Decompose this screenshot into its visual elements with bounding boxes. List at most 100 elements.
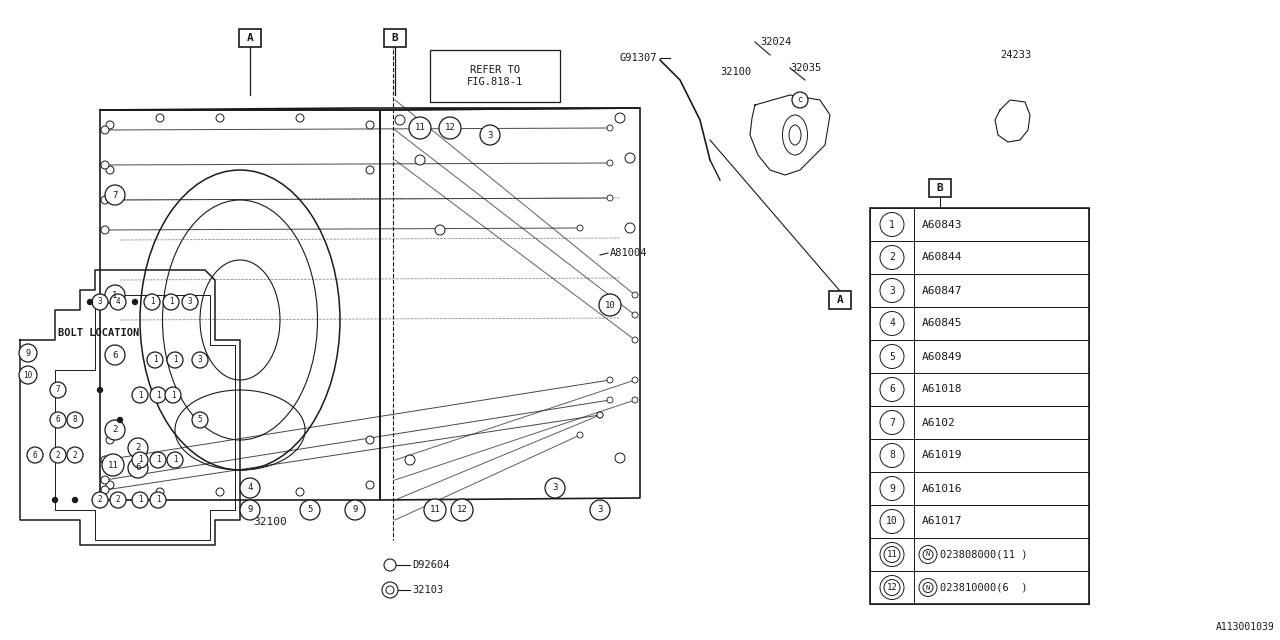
Text: A61016: A61016 [922,483,963,493]
Text: 2: 2 [73,451,77,460]
Text: 3: 3 [97,298,102,307]
Bar [870,241,1089,274]
Circle shape [101,476,109,484]
Circle shape [105,185,125,205]
Text: 1: 1 [173,355,178,365]
Circle shape [296,488,305,496]
Text: 32103: 32103 [412,585,443,595]
Circle shape [387,586,394,594]
Text: 6: 6 [890,385,895,394]
Circle shape [101,486,109,494]
Text: 1: 1 [138,495,142,504]
Circle shape [577,225,582,231]
Polygon shape [100,110,380,500]
Bar [870,472,1089,505]
Text: A60849: A60849 [922,351,963,362]
Text: 32024: 32024 [760,37,791,47]
Circle shape [101,126,109,134]
Text: 1: 1 [169,298,173,307]
Circle shape [919,579,937,596]
Circle shape [133,300,137,305]
Circle shape [435,225,445,235]
Bar [870,208,1089,604]
Circle shape [92,294,108,310]
Circle shape [118,417,123,422]
Text: 5: 5 [197,415,202,424]
Text: A: A [837,295,844,305]
Text: 11: 11 [430,506,440,515]
Polygon shape [380,108,640,500]
Circle shape [424,499,445,521]
Text: 2: 2 [136,444,141,452]
Text: 8: 8 [73,415,77,424]
Circle shape [381,582,398,598]
Circle shape [346,500,365,520]
Text: B: B [392,33,398,43]
Text: A60847: A60847 [922,285,963,296]
Text: G91307: G91307 [620,53,658,63]
Circle shape [132,452,148,468]
Circle shape [150,452,166,468]
Circle shape [105,345,125,365]
Text: 11: 11 [887,550,897,559]
Circle shape [50,382,67,398]
Circle shape [150,387,166,403]
Circle shape [881,278,904,303]
Circle shape [105,420,125,440]
Bar [870,274,1089,307]
Circle shape [396,115,404,125]
Text: 1: 1 [890,220,895,230]
Circle shape [439,117,461,139]
Text: BOLT LOCATION: BOLT LOCATION [58,328,140,338]
Bar [829,291,851,309]
Text: A61017: A61017 [922,516,963,527]
Polygon shape [100,108,640,500]
Circle shape [27,447,44,463]
Circle shape [19,344,37,362]
Circle shape [577,432,582,438]
Circle shape [366,166,374,174]
Circle shape [156,114,164,122]
Circle shape [52,497,58,502]
Circle shape [366,436,374,444]
Circle shape [163,294,179,310]
Circle shape [881,410,904,435]
Bar [870,307,1089,340]
Circle shape [607,160,613,166]
Circle shape [881,212,904,237]
Text: 6: 6 [136,463,141,472]
Text: 4: 4 [115,298,120,307]
Circle shape [545,478,564,498]
Text: 1: 1 [156,390,160,399]
Text: 7: 7 [890,417,895,428]
Text: 1: 1 [170,390,175,399]
Circle shape [87,300,92,305]
Text: 1: 1 [138,390,142,399]
Text: A113001039: A113001039 [1216,622,1275,632]
Text: 7: 7 [56,385,60,394]
Circle shape [881,444,904,467]
Circle shape [241,478,260,498]
Circle shape [881,378,904,401]
Circle shape [410,117,431,139]
Text: A60843: A60843 [922,220,963,230]
Circle shape [106,436,114,444]
Text: 2: 2 [97,495,102,504]
Circle shape [300,500,320,520]
Text: 1: 1 [113,291,118,300]
Circle shape [632,337,637,343]
Circle shape [216,488,224,496]
Text: 11: 11 [108,461,118,470]
Text: B: B [937,183,943,193]
Text: 023808000(11 ): 023808000(11 ) [940,550,1028,559]
Text: 12: 12 [457,506,467,515]
Text: 2: 2 [113,426,118,435]
Text: N: N [925,552,931,557]
Circle shape [625,223,635,233]
Text: 1: 1 [156,495,160,504]
Text: 9: 9 [890,483,895,493]
Circle shape [192,352,207,368]
Circle shape [192,412,207,428]
Text: 2: 2 [890,253,895,262]
Circle shape [182,294,198,310]
